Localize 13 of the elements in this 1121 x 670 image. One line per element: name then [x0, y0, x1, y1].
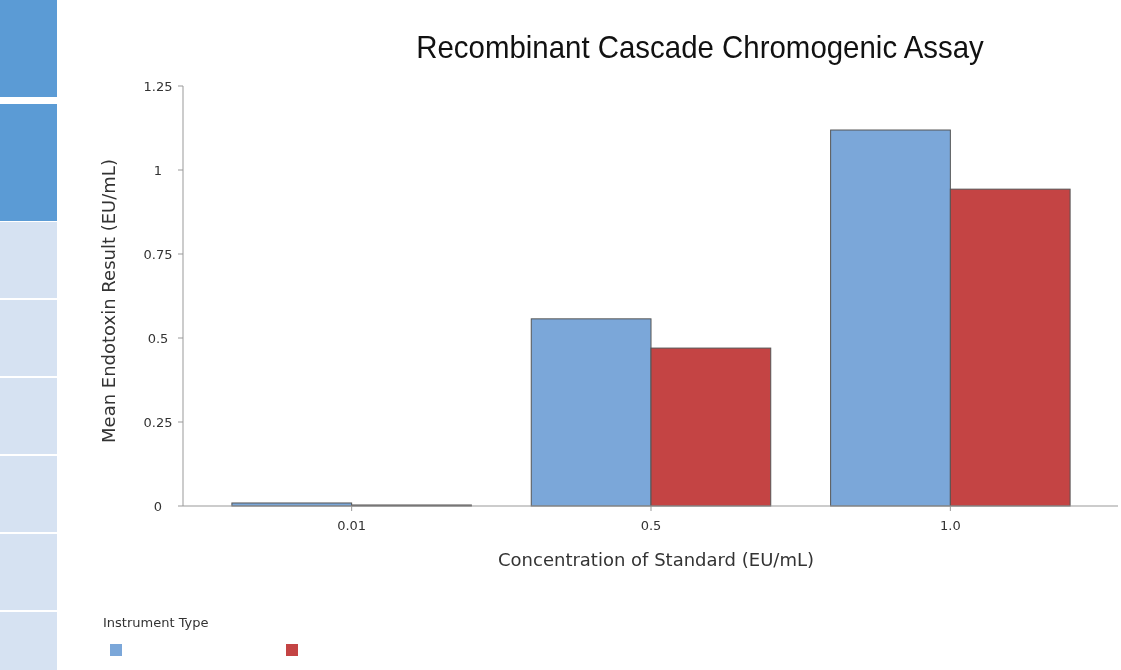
y-tick-label: 0.25	[143, 414, 173, 430]
x-tick-label: 0.5	[640, 518, 662, 533]
y-tick-label: 0.5	[147, 330, 169, 346]
y-tick-label: 1.25	[143, 78, 173, 94]
x-tick-label: 1.0	[940, 518, 961, 533]
legend-title: Instrument Type	[103, 615, 209, 630]
y-tick-label: 0.75	[143, 246, 173, 262]
y-tick-label: 1	[153, 162, 163, 178]
x-tick-label: 0.01	[337, 518, 367, 533]
chart-title: Recombinant Cascade Chromogenic Assay	[416, 28, 985, 66]
x-axis-title: Concentration of Standard (EU/mL)	[498, 549, 814, 570]
y-tick-label: 0	[153, 498, 163, 514]
y-axis-title: Mean Endotoxin Result (EU/mL)	[98, 159, 119, 443]
